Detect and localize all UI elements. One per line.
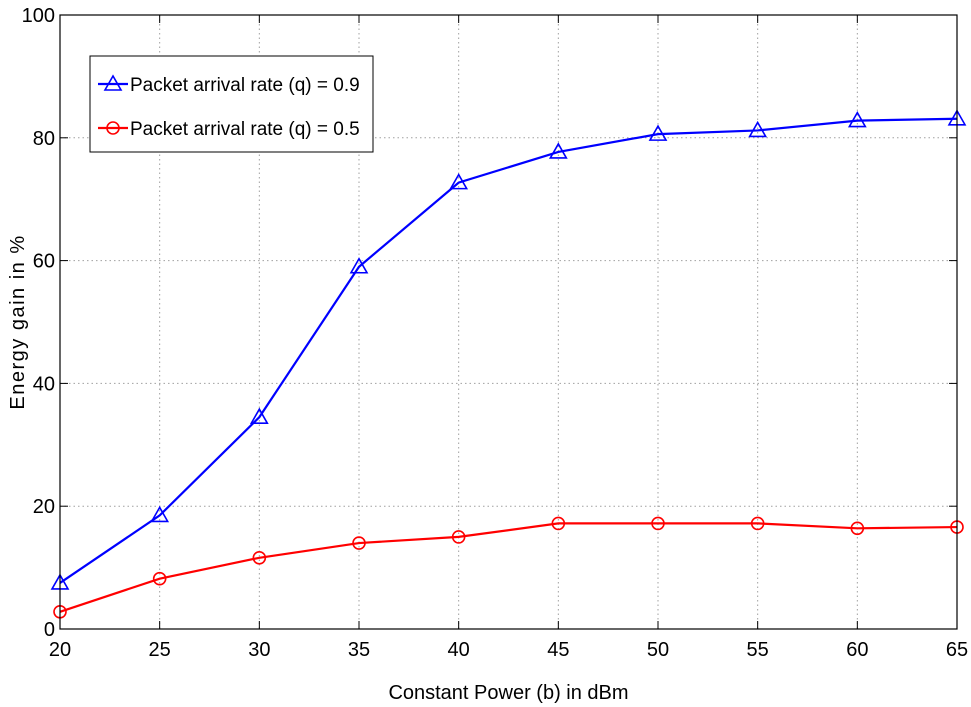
y-tick-label: 60	[33, 251, 55, 273]
ticks	[59, 14, 958, 630]
data-point	[750, 516, 765, 531]
x-tick-label: 60	[846, 639, 868, 661]
data-point	[551, 516, 566, 531]
x-tick-label: 35	[348, 639, 370, 661]
x-tick-label: 30	[248, 639, 270, 661]
data-point	[548, 142, 568, 159]
data-point	[449, 173, 469, 190]
data-point	[451, 530, 466, 544]
data-point	[651, 516, 665, 531]
grid	[60, 15, 957, 629]
data-point	[150, 505, 170, 523]
y-tick-label: 0	[44, 619, 55, 641]
x-axis-label: Constant Power (b) in dBm	[388, 682, 628, 704]
x-tick-label: 40	[448, 639, 470, 661]
data-point	[252, 550, 267, 565]
x-tick-label: 65	[946, 639, 968, 661]
y-tick-label: 20	[33, 496, 55, 518]
legend-item-2: Packet arrival rate (q) = 0.5	[98, 119, 360, 140]
legend-label: Packet arrival rate (q) = 0.5	[130, 119, 360, 140]
x-tick-label: 45	[547, 639, 569, 661]
legend: Packet arrival rate (q) = 0.9 Packet arri…	[89, 55, 374, 153]
triangle-marker-icon	[103, 74, 123, 91]
data-point	[847, 110, 867, 128]
data-point	[850, 521, 865, 536]
data-point	[352, 536, 366, 550]
data-point	[249, 407, 269, 424]
legend-box	[89, 55, 374, 153]
x-tick-label: 55	[747, 639, 769, 661]
legend-label: Packet arrival rate (q) = 0.9	[130, 75, 360, 96]
series-line	[59, 522, 958, 613]
series-1	[50, 109, 967, 590]
x-tick-label: 50	[647, 639, 669, 661]
data-point	[648, 124, 668, 141]
series-line	[59, 117, 958, 584]
data-point	[748, 120, 768, 138]
series-2	[53, 516, 964, 619]
data-point	[349, 257, 369, 274]
y-tick-label: 100	[22, 5, 55, 27]
y-tick-label: 40	[33, 373, 55, 395]
x-tick-label: 20	[49, 639, 71, 661]
plot-frame	[59, 14, 958, 630]
series-layer	[50, 109, 967, 619]
y-axis-label: Energy gain in %	[7, 234, 29, 409]
x-tick-label: 25	[149, 639, 171, 661]
y-tick-label: 80	[33, 128, 55, 150]
data-point	[152, 571, 167, 586]
legend-item-1: Packet arrival rate (q) = 0.9	[98, 74, 360, 96]
circle-marker-icon	[106, 121, 120, 135]
